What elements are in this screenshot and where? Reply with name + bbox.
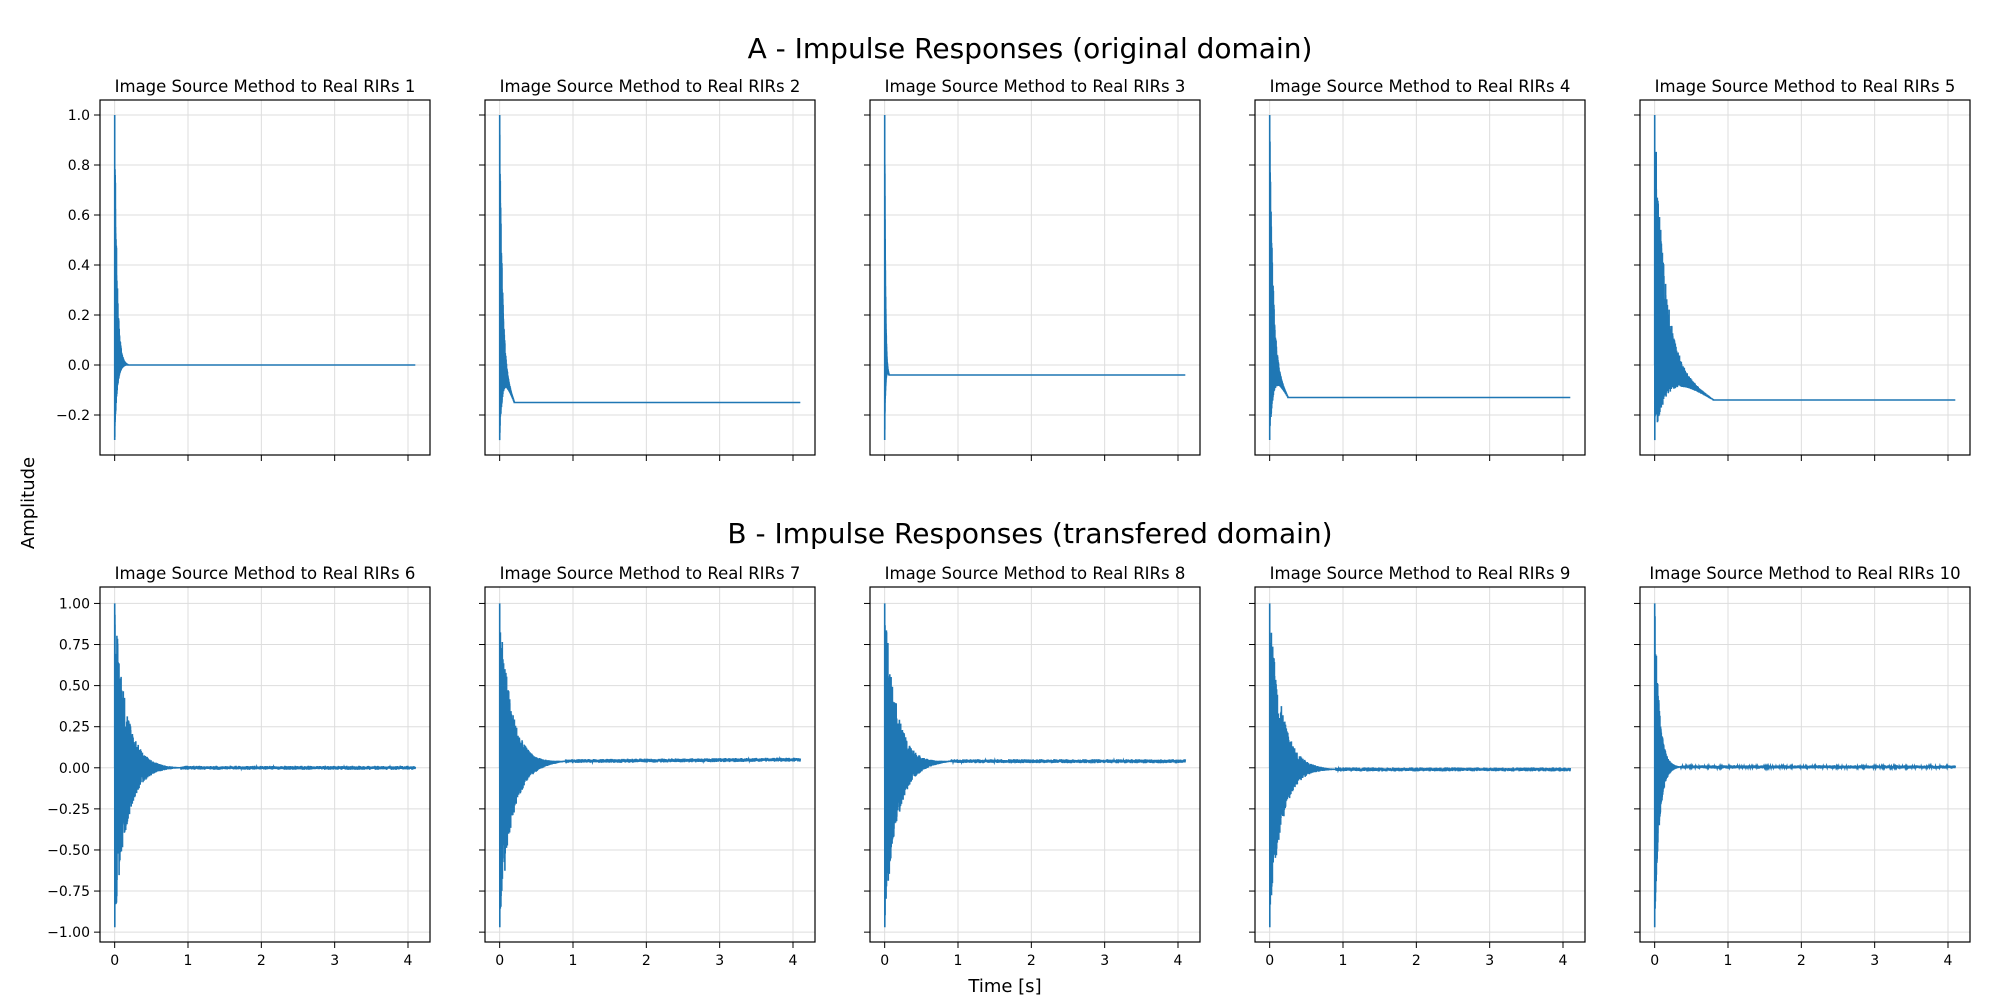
y-tick-label: 0.0: [68, 358, 90, 374]
x-tick-label: 0: [110, 953, 119, 969]
subplot-title: Image Source Method to Real RIRs 2: [500, 77, 801, 96]
y-tick-label: 0.4: [68, 258, 90, 274]
x-tick-label: 4: [789, 953, 798, 969]
subplot-title: Image Source Method to Real RIRs 3: [885, 77, 1186, 96]
subplot-7: 0 1 2 3 4 Image Source Method to Real RIRs 7: [479, 564, 816, 969]
x-tick-label: 1: [1339, 953, 1348, 969]
y-tick-label: 0.50: [59, 679, 90, 695]
x-tick-label: 2: [257, 953, 266, 969]
row-title-b: B - Impulse Responses (transfered domain…: [727, 517, 1332, 550]
x-tick-label: 0: [1650, 953, 1659, 969]
y-tick-label: 0.2: [68, 308, 90, 324]
subplot-title: Image Source Method to Real RIRs 8: [885, 564, 1186, 583]
x-tick-label: 3: [1870, 953, 1879, 969]
series-line: [498, 115, 801, 441]
x-tick-label: 3: [330, 953, 339, 969]
x-tick-label: 4: [1944, 953, 1953, 969]
x-tick-label: 4: [1174, 953, 1183, 969]
subplot-3: Image Source Method to Real RIRs 3: [864, 77, 1201, 461]
x-tick-label: 2: [1797, 953, 1806, 969]
axes-frame: [99, 99, 431, 456]
series-line: [1653, 603, 1957, 928]
x-tick-label: 2: [1412, 953, 1421, 969]
x-axis-label: Time [s]: [967, 976, 1041, 997]
subplot-2: Image Source Method to Real RIRs 2: [479, 77, 816, 461]
series-line: [1268, 115, 1571, 440]
series-line: [113, 115, 416, 440]
axes-frame: [869, 586, 1201, 943]
series-line: [1268, 603, 1572, 928]
x-tick-label: 0: [880, 953, 889, 969]
x-tick-label: 3: [715, 953, 724, 969]
subplot-1: −0.2 0.0 0.2 0.4 0.6 0.8 1.0 Image Source Metho…: [56, 77, 431, 461]
row-title-a: A - Impulse Responses (original domain): [748, 32, 1313, 65]
subplot-4: Image Source Method to Real RIRs 4: [1249, 77, 1586, 461]
subplot-9: 0 1 2 3 4 Image Source Method to Real RIRs 9: [1249, 564, 1586, 969]
x-tick-label: 2: [1027, 953, 1036, 969]
axes-frame: [99, 586, 431, 943]
series-line: [883, 603, 1187, 928]
y-tick-label: 0.25: [59, 720, 90, 736]
series-line: [1653, 114, 1956, 441]
y-tick-label: 1.0: [68, 108, 90, 124]
x-tick-label: 1: [954, 953, 963, 969]
y-tick-label: 0.75: [59, 638, 90, 654]
subplot-title: Image Source Method to Real RIRs 9: [1270, 564, 1571, 583]
y-tick-label: 0.6: [68, 208, 90, 224]
y-tick-label: −0.2: [56, 408, 90, 424]
y-tick-label: −1.00: [47, 925, 90, 941]
y-tick-label: 0.00: [59, 761, 90, 777]
axes-frame: [484, 586, 816, 943]
y-tick-label: −0.25: [47, 802, 90, 818]
x-tick-label: 4: [404, 953, 413, 969]
subplot-title: Image Source Method to Real RIRs 6: [115, 564, 416, 583]
y-axis-label: Amplitude: [18, 457, 39, 549]
series-line: [498, 603, 802, 928]
axes-frame: [1254, 586, 1586, 943]
y-tick-label: −0.75: [47, 884, 90, 900]
x-tick-label: 1: [184, 953, 193, 969]
x-tick-label: 2: [642, 953, 651, 969]
x-tick-label: 4: [1559, 953, 1568, 969]
x-tick-label: 0: [495, 953, 504, 969]
subplot-title: Image Source Method to Real RIRs 5: [1655, 77, 1956, 96]
x-tick-label: 1: [1724, 953, 1733, 969]
axes-frame: [1639, 99, 1971, 456]
axes-frame: [484, 99, 816, 456]
subplot-title: Image Source Method to Real RIRs 4: [1270, 77, 1571, 96]
y-tick-label: 0.8: [68, 158, 90, 174]
subplot-title: Image Source Method to Real RIRs 7: [500, 564, 801, 583]
y-tick-label: −0.50: [47, 843, 90, 859]
series-line: [883, 115, 1186, 440]
subplot-6: 0 1 2 3 4 −1.00 −0.75 −0.50 −0.25 0.00 0.25 0.50 0.7…: [47, 564, 431, 969]
x-tick-label: 3: [1100, 953, 1109, 969]
panel-grid: −0.2 0.0 0.2 0.4 0.6 0.8 1.0 Image Source Metho…: [47, 77, 1971, 969]
axes-frame: [869, 99, 1201, 456]
series-line: [113, 603, 417, 928]
subplot-10: 0 1 2 3 4 Image Source Method to Real RIRs 10: [1634, 564, 1971, 969]
x-tick-label: 1: [569, 953, 578, 969]
y-tick-label: 1.00: [59, 596, 90, 612]
subplot-title: Image Source Method to Real RIRs 1: [115, 77, 416, 96]
subplot-title: Image Source Method to Real RIRs 10: [1649, 564, 1960, 583]
subplot-8: 0 1 2 3 4 Image Source Method to Real RIRs 8: [864, 564, 1201, 969]
subplot-5: Image Source Method to Real RIRs 5: [1634, 77, 1971, 461]
axes-frame: [1254, 99, 1586, 456]
x-tick-label: 0: [1265, 953, 1274, 969]
x-tick-label: 3: [1485, 953, 1494, 969]
axes-frame: [1639, 586, 1971, 943]
